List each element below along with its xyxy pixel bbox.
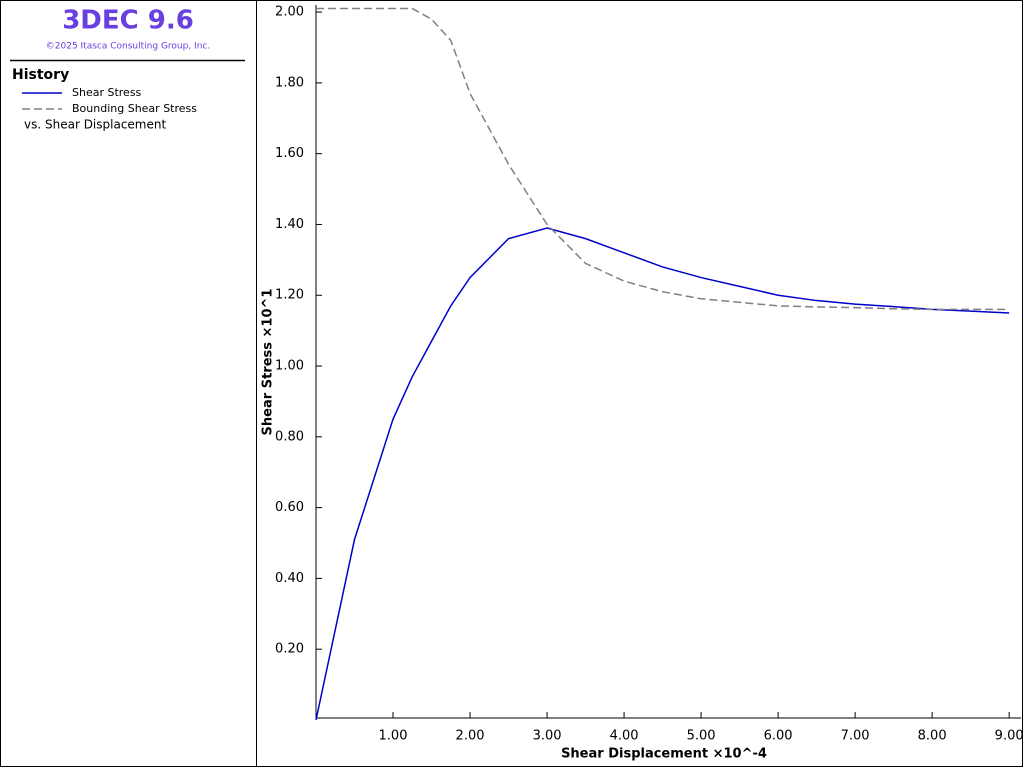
legend-heading: History [12,67,69,83]
y-tick-label: 1.80 [275,75,304,90]
x-tick-label: 1.00 [379,729,408,744]
y-tick-label: 1.40 [275,217,304,232]
x-tick-label: 8.00 [918,729,947,744]
y-tick-label: 2.00 [275,5,304,20]
y-tick-label: 1.00 [275,359,304,374]
x-tick-label: 4.00 [610,729,639,744]
legend: Shear Stress Bounding Shear Stress [22,86,197,115]
y-tick-label: 0.80 [275,429,304,444]
legend-label: Shear Stress [72,86,142,99]
copyright: ©2025 Itasca Consulting Group, Inc. [46,42,210,52]
x-tick-label: 2.00 [456,729,485,744]
x-tick-label: 7.00 [841,729,870,744]
legend-footer: vs. Shear Displacement [24,118,166,132]
y-tick-label: 0.60 [275,500,304,515]
x-tick-label: 9.00 [995,729,1024,744]
plot: 0.20 0.40 0.60 0.80 1.00 1.20 1.40 1.60 1.80 2.00… [261,5,1024,762]
y-tick-label: 1.20 [275,288,304,303]
app-title: 3DEC 9.6 [62,6,194,36]
x-tick-label: 5.00 [687,729,716,744]
series-line [315,227,1010,721]
x-tick-label: 6.00 [764,729,793,744]
y-tick-label: 0.20 [275,642,304,657]
x-tick-label: 3.00 [533,729,562,744]
x-axis-title: Shear Displacement ×10^-4 [561,747,767,762]
legend-label: Bounding Shear Stress [72,102,197,115]
series-line [316,7,1010,311]
y-axis-title: Shear Stress ×10^1 [261,289,276,436]
y-tick-label: 1.60 [275,146,304,161]
y-tick-label: 0.40 [275,571,304,586]
